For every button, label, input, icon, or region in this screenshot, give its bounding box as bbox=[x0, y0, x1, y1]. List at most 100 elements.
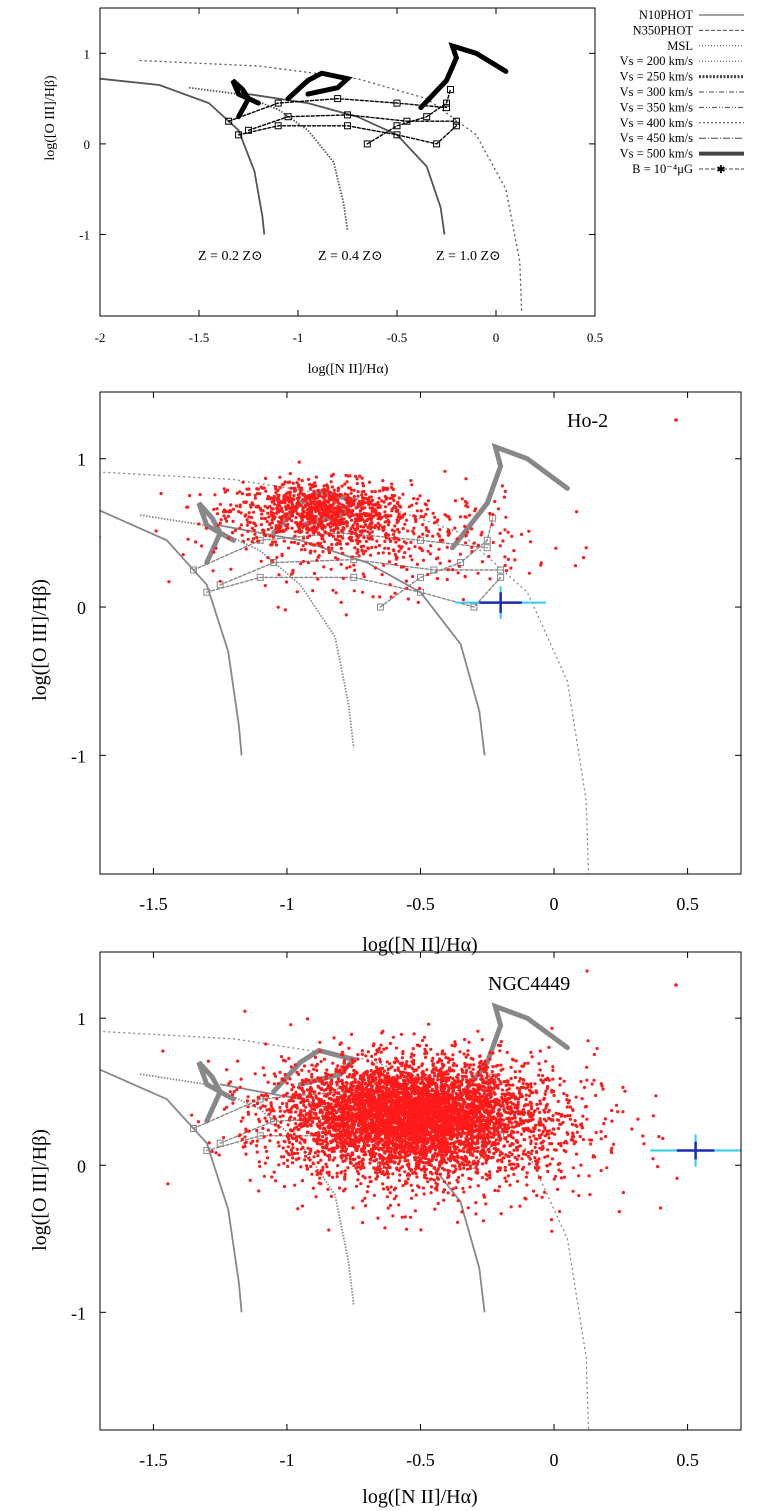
data-point bbox=[349, 535, 354, 540]
data-point bbox=[354, 538, 358, 542]
shock-node-marker bbox=[225, 117, 233, 125]
data-point bbox=[439, 1086, 443, 1090]
data-point bbox=[305, 1088, 310, 1092]
shock-node-marker bbox=[274, 99, 282, 107]
data-point bbox=[362, 496, 366, 500]
data-point bbox=[181, 553, 185, 557]
data-point bbox=[411, 1047, 415, 1051]
data-point bbox=[280, 1077, 284, 1081]
data-point bbox=[290, 526, 294, 530]
data-point bbox=[383, 546, 387, 550]
data-point bbox=[316, 555, 320, 559]
data-point bbox=[362, 525, 366, 529]
data-point bbox=[229, 503, 233, 507]
data-point bbox=[475, 1149, 480, 1153]
data-point bbox=[312, 1116, 316, 1120]
data-point bbox=[408, 1064, 412, 1068]
data-point bbox=[260, 1093, 264, 1097]
data-point bbox=[332, 488, 336, 492]
data-point bbox=[350, 518, 354, 522]
data-point bbox=[227, 536, 231, 540]
data-point bbox=[309, 499, 313, 503]
model-curve-0 bbox=[100, 1068, 243, 1313]
data-point bbox=[315, 1068, 319, 1072]
data-point bbox=[415, 1175, 419, 1179]
data-point bbox=[289, 486, 293, 490]
data-point bbox=[310, 508, 314, 512]
data-point bbox=[358, 509, 362, 513]
data-point bbox=[573, 1119, 577, 1123]
data-point bbox=[468, 513, 472, 517]
data-point bbox=[390, 493, 394, 497]
data-point bbox=[358, 529, 362, 534]
data-point bbox=[347, 1046, 351, 1050]
data-point bbox=[303, 548, 307, 552]
data-point bbox=[418, 1153, 422, 1157]
data-point bbox=[403, 1170, 407, 1174]
data-point bbox=[265, 520, 269, 524]
data-point bbox=[363, 501, 367, 505]
shock-node-marker bbox=[203, 588, 211, 596]
data-point bbox=[286, 1145, 290, 1149]
data-point bbox=[263, 1116, 267, 1120]
shock-node-marker bbox=[216, 1139, 224, 1147]
data-point bbox=[386, 546, 390, 551]
data-point bbox=[345, 566, 349, 570]
data-point bbox=[498, 1153, 502, 1157]
data-point bbox=[206, 1059, 210, 1063]
data-point bbox=[455, 1092, 459, 1096]
data-point bbox=[309, 1164, 313, 1169]
data-point bbox=[491, 540, 495, 545]
data-point bbox=[361, 499, 365, 503]
legend-label: B = 10⁻⁴μG bbox=[632, 162, 693, 176]
data-point bbox=[381, 528, 385, 533]
data-point bbox=[394, 555, 398, 559]
data-point bbox=[254, 524, 258, 528]
data-point bbox=[462, 1166, 466, 1170]
data-point bbox=[361, 572, 365, 576]
data-point bbox=[451, 1063, 455, 1067]
data-point bbox=[265, 1156, 270, 1160]
data-point bbox=[264, 1098, 268, 1102]
data-point bbox=[278, 515, 282, 519]
data-point bbox=[312, 1079, 316, 1083]
data-point bbox=[297, 460, 301, 464]
data-point bbox=[369, 1105, 373, 1109]
data-point bbox=[259, 559, 263, 563]
data-point bbox=[229, 567, 233, 571]
data-point bbox=[280, 510, 285, 514]
data-point bbox=[471, 1079, 475, 1083]
data-point bbox=[307, 503, 311, 507]
data-point bbox=[324, 1113, 328, 1117]
data-point bbox=[476, 543, 480, 547]
data-point bbox=[498, 544, 502, 548]
data-point bbox=[378, 1164, 382, 1168]
data-point bbox=[426, 1180, 430, 1184]
data-point bbox=[263, 1073, 267, 1077]
data-point bbox=[333, 493, 337, 497]
data-point bbox=[280, 500, 284, 505]
data-point bbox=[367, 537, 372, 541]
data-point bbox=[336, 531, 341, 535]
data-point bbox=[296, 500, 300, 504]
data-point bbox=[255, 535, 259, 540]
shock-track-4 bbox=[247, 114, 458, 131]
data-point bbox=[300, 518, 304, 522]
data-point bbox=[323, 525, 327, 529]
data-point bbox=[245, 523, 249, 527]
data-point bbox=[490, 523, 494, 527]
data-point bbox=[537, 1128, 541, 1132]
data-point bbox=[515, 1157, 519, 1161]
data-point bbox=[296, 1128, 300, 1132]
data-point bbox=[457, 564, 461, 569]
data-point bbox=[370, 521, 374, 525]
data-point bbox=[290, 505, 294, 510]
data-point bbox=[276, 520, 280, 524]
data-point bbox=[348, 1100, 352, 1104]
data-point bbox=[295, 590, 299, 594]
shock-node-marker bbox=[284, 113, 292, 121]
data-point bbox=[355, 525, 360, 530]
data-point bbox=[298, 520, 302, 525]
data-point bbox=[315, 502, 319, 506]
data-point bbox=[287, 1137, 291, 1141]
